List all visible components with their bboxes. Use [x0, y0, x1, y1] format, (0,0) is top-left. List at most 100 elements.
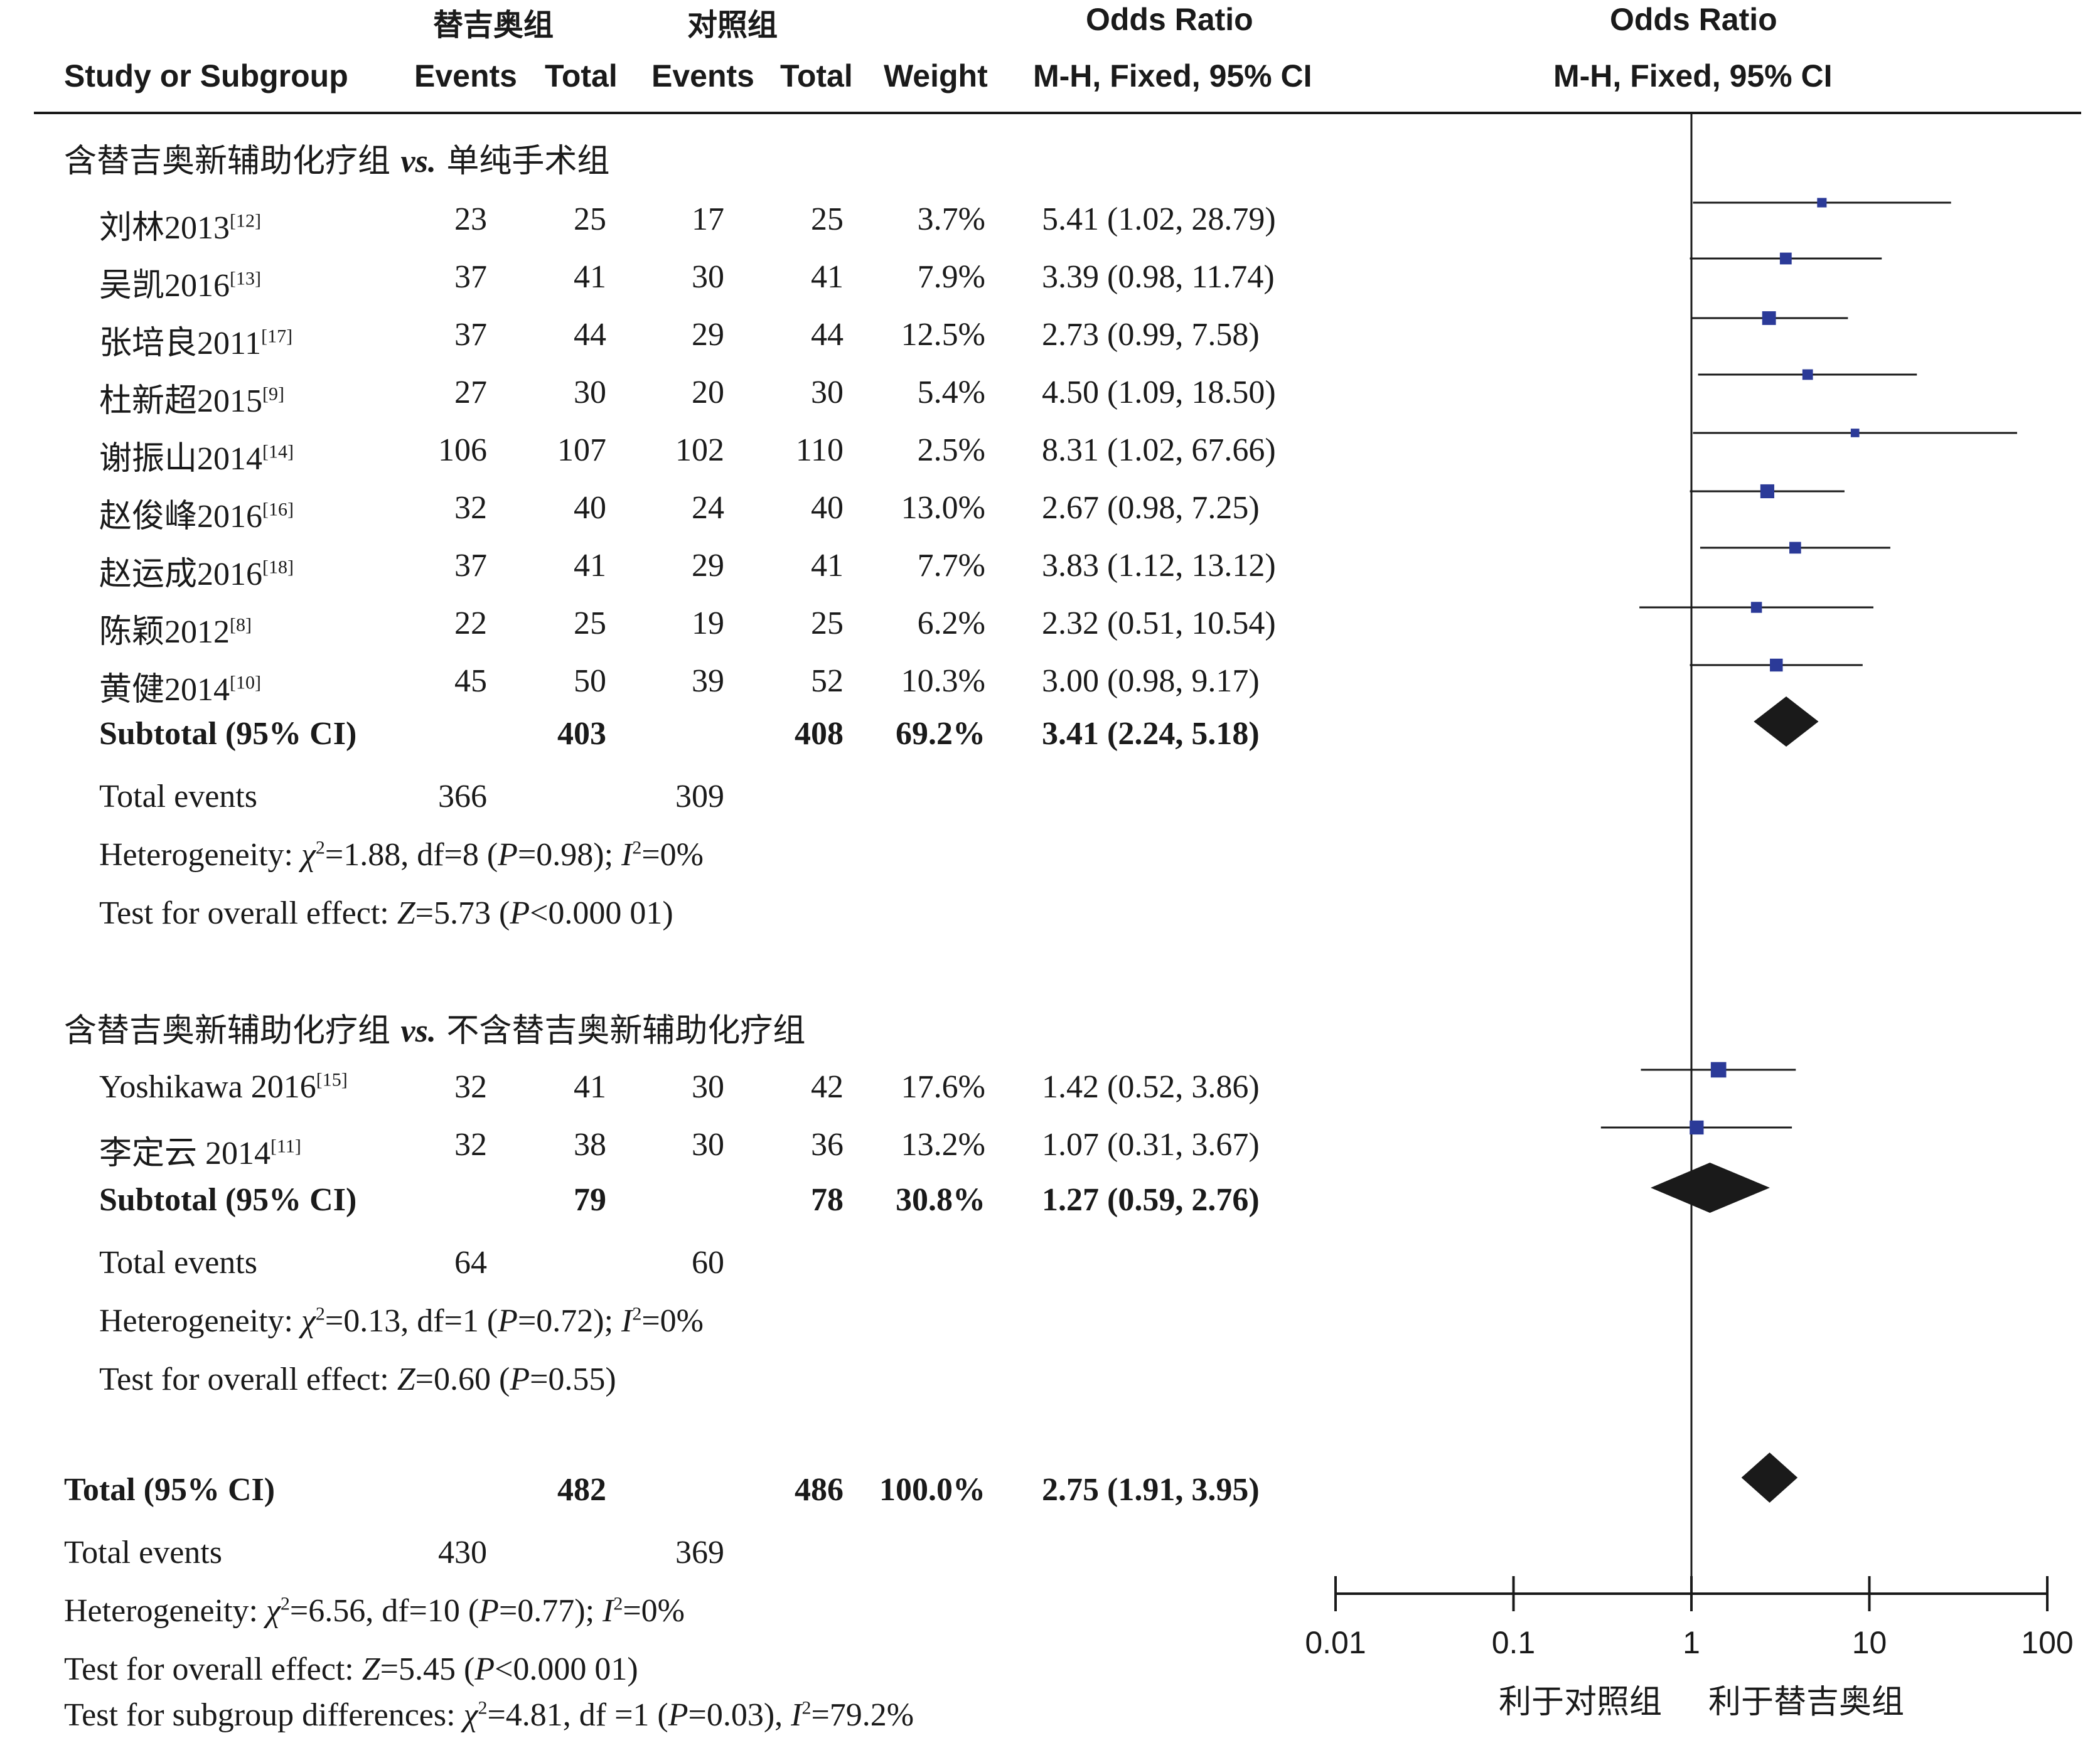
study-events2: 17 — [692, 201, 724, 237]
study-total1: 50 — [574, 663, 606, 699]
study-label: 黄健2014 — [99, 672, 230, 708]
subgroup1-subtotal-total1: 403 — [557, 716, 606, 752]
study-ref: [16] — [262, 499, 294, 520]
study-events2: 30 — [692, 1069, 724, 1105]
favours-right-label: 利于替吉奥组 — [1708, 1683, 1905, 1721]
study-total2: 52 — [811, 663, 844, 699]
favours-left-label: 利于对照组 — [1499, 1683, 1663, 1721]
study-name: 杜新超2015[9] — [99, 374, 284, 421]
overall-total-events-e2: 369 — [675, 1535, 724, 1570]
overall-total-total1: 482 — [557, 1472, 606, 1508]
study-total1: 25 — [574, 605, 606, 641]
study-events1: 32 — [454, 1069, 487, 1105]
study-ci: 2.67 (0.98, 7.25) — [1042, 490, 1260, 526]
study-total2: 41 — [811, 259, 844, 295]
x-tick-label: 10 — [1852, 1625, 1887, 1660]
subgroup1-title: 含替吉奥新辅助化疗组 vs. 单纯手术组 — [64, 142, 610, 180]
subgroup1-total-events-label: Total events — [99, 779, 257, 814]
x-tick-label: 100 — [2021, 1625, 2073, 1660]
study-events2: 24 — [692, 490, 724, 526]
subgroup1-subtotal-label: Subtotal (95% CI) — [99, 716, 357, 752]
study-total1: 40 — [574, 490, 606, 526]
subgroup2-subtotal-ci: 1.27 (0.59, 2.76) — [1042, 1182, 1260, 1218]
study-total2: 44 — [811, 317, 844, 353]
study-events2: 19 — [692, 605, 724, 641]
subgroup2-title: 含替吉奥新辅助化疗组 vs. 不含替吉奥新辅助化疗组 — [64, 1012, 806, 1050]
study-events2: 20 — [692, 375, 724, 410]
header-total1: Total — [545, 58, 618, 93]
study-ref: [12] — [230, 210, 261, 232]
overall-total-events-label: Total events — [64, 1535, 222, 1570]
study-events1: 27 — [454, 375, 487, 410]
study-marker — [1850, 429, 1860, 437]
overall-total-weight: 100.0% — [879, 1472, 985, 1508]
study-total2: 25 — [811, 605, 844, 641]
study-events2: 102 — [675, 432, 724, 468]
subgroup1-overall-effect: Test for overall effect: Z=5.73 (P<0.000… — [99, 895, 673, 931]
study-weight: 5.4% — [917, 375, 985, 410]
subgroup2-subtotal-weight: 30.8% — [896, 1182, 985, 1218]
study-total1: 41 — [574, 1069, 606, 1105]
study-events1: 45 — [454, 663, 487, 699]
subgroup1-subtotal-total2: 408 — [795, 716, 844, 752]
study-total2: 41 — [811, 548, 844, 584]
study-name: 赵运成2016[18] — [99, 547, 294, 594]
study-total1: 25 — [574, 201, 606, 237]
study-total1: 41 — [574, 259, 606, 295]
x-tick-label: 0.01 — [1305, 1625, 1366, 1660]
study-weight: 13.0% — [901, 490, 985, 526]
study-ci: 2.32 (0.51, 10.54) — [1042, 605, 1276, 641]
overall-total-label: Total (95% CI) — [64, 1472, 276, 1508]
study-events1: 22 — [454, 605, 487, 641]
study-name: 李定云 2014[11] — [99, 1126, 301, 1173]
overall-overall-effect: Test for overall effect: Z=5.45 (P<0.000… — [64, 1651, 638, 1687]
header-weight: Weight — [884, 58, 988, 93]
study-total1: 38 — [574, 1127, 606, 1163]
study-ci: 2.73 (0.99, 7.58) — [1042, 317, 1260, 353]
header-total2: Total — [780, 58, 853, 93]
summary-diamond — [1741, 1453, 1798, 1503]
overall-total-events-e1: 430 — [438, 1535, 487, 1570]
study-name: 黄健2014[10] — [99, 663, 261, 710]
study-events1: 106 — [438, 432, 487, 468]
study-total2: 36 — [811, 1127, 844, 1163]
study-marker — [1690, 1120, 1704, 1135]
header-events1: Events — [414, 58, 517, 93]
subgroup1-subtotal-weight: 69.2% — [896, 716, 985, 752]
study-ci: 4.50 (1.09, 18.50) — [1042, 375, 1276, 410]
study-ci: 1.42 (0.52, 3.86) — [1042, 1069, 1260, 1105]
overall-subgroup-differences: Test for subgroup differences: χ2=4.81, … — [64, 1697, 914, 1733]
study-weight: 12.5% — [901, 317, 985, 353]
study-events1: 23 — [454, 201, 487, 237]
study-ci: 8.31 (1.02, 67.66) — [1042, 432, 1276, 468]
study-label: 杜新超2015 — [99, 383, 263, 419]
study-ci: 1.07 (0.31, 3.67) — [1042, 1127, 1260, 1163]
subgroup1-total-events-e1: 366 — [438, 779, 487, 814]
study-total2: 42 — [811, 1069, 844, 1105]
subgroup2-total-events-e1: 64 — [454, 1245, 487, 1281]
study-ref: [14] — [262, 441, 294, 462]
header-events2: Events — [651, 58, 754, 93]
study-total1: 41 — [574, 548, 606, 584]
study-marker — [1762, 311, 1776, 325]
study-marker — [1779, 252, 1792, 265]
study-total1: 30 — [574, 375, 606, 410]
study-weight: 2.5% — [917, 432, 985, 468]
study-weight: 7.9% — [917, 259, 985, 295]
study-label: 李定云 2014 — [99, 1136, 271, 1171]
summary-diamond — [1754, 696, 1819, 747]
study-ref: [8] — [230, 614, 252, 636]
subgroup2-overall-effect: Test for overall effect: Z=0.60 (P=0.55) — [99, 1362, 616, 1397]
x-tick-label: 1 — [1683, 1625, 1700, 1660]
study-total2: 30 — [811, 375, 844, 410]
study-ref: [18] — [262, 557, 294, 578]
subgroup2-total-events-label: Total events — [99, 1245, 257, 1281]
study-name: 张培良2011[17] — [99, 316, 292, 363]
study-label: 吴凯2016 — [99, 268, 230, 304]
subgroup2-heterogeneity: Heterogeneity: χ2=0.13, df=1 (P=0.72); I… — [99, 1303, 704, 1339]
study-weight: 3.7% — [917, 201, 985, 237]
header-or-title-plot: Odds Ratio — [1610, 2, 1777, 37]
header-method-plot: M-H, Fixed, 95% CI — [1553, 58, 1833, 93]
study-ref: [9] — [262, 383, 284, 405]
